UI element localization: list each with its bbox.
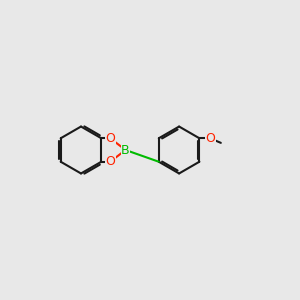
Text: B: B xyxy=(121,143,130,157)
Text: O: O xyxy=(205,132,215,145)
Text: O: O xyxy=(105,155,115,168)
Text: O: O xyxy=(105,132,115,145)
